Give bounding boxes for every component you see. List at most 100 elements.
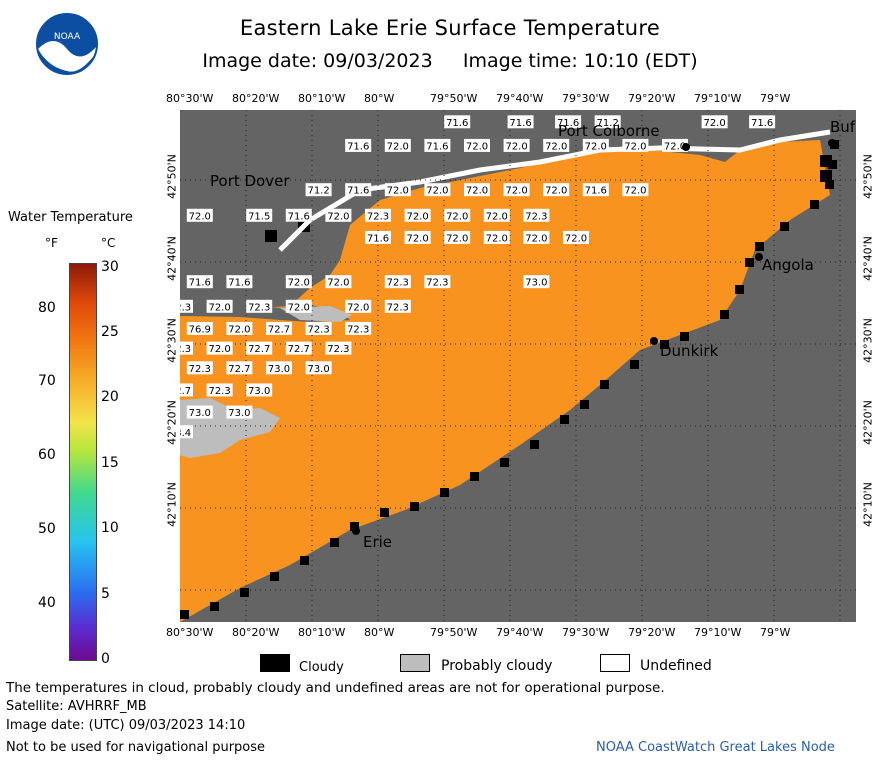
fahrenheit-tick: 70 bbox=[38, 373, 56, 389]
temperature-value: 72.3 bbox=[367, 211, 389, 222]
temperature-label: 72.3 bbox=[186, 361, 213, 375]
temperature-label: 72.0 bbox=[424, 183, 451, 197]
cloudy-pixel bbox=[680, 332, 689, 341]
temperature-label: 72.3 bbox=[305, 321, 332, 335]
cloudy-pixel bbox=[270, 572, 279, 581]
longitude-label: 79°40'W bbox=[496, 92, 544, 105]
temperature-label: 71.6 bbox=[749, 115, 776, 129]
temperature-value: 72.0 bbox=[327, 278, 349, 289]
temperature-label: 72.0 bbox=[483, 208, 510, 222]
erie-label: Erie bbox=[363, 533, 393, 551]
temperature-value: 72.0 bbox=[347, 302, 369, 313]
temperature-value: 72.0 bbox=[664, 141, 686, 152]
temperature-label: 71.2 bbox=[594, 115, 621, 129]
temperature-label: 71.6 bbox=[555, 115, 582, 129]
longitude-label: 79°40'W bbox=[496, 626, 544, 639]
cloudy-pixel bbox=[410, 502, 419, 511]
latitude-label: 42°50'N bbox=[165, 154, 179, 199]
temperature-value: 72.3 bbox=[248, 302, 270, 313]
temperature-label: 72.0 bbox=[206, 341, 233, 355]
cloudy-pixel bbox=[440, 488, 449, 497]
port-colborne-marker bbox=[682, 143, 690, 151]
temperature-label: 72.3 bbox=[325, 341, 352, 355]
cloudy-pixel bbox=[735, 285, 744, 294]
temperature-value: 72.3 bbox=[525, 211, 547, 222]
temperature-label: 72.0 bbox=[444, 208, 471, 222]
fahrenheit-tick: 60 bbox=[38, 447, 56, 463]
cloudy-pixel bbox=[240, 588, 249, 597]
temperature-label: 71.6 bbox=[186, 275, 213, 289]
temperature-value: 72.0 bbox=[288, 302, 310, 313]
temperature-label: 72.7 bbox=[226, 361, 253, 375]
cloudy-pixel bbox=[560, 415, 569, 424]
temperature-label: 72.0 bbox=[464, 183, 490, 197]
cloudy-pixel bbox=[210, 602, 219, 611]
cloudy-pixel bbox=[820, 155, 832, 167]
temperature-label: 71.6 bbox=[507, 115, 534, 129]
temperature-value: 72.0 bbox=[545, 186, 567, 197]
coastwatch-credit: NOAA CoastWatch Great Lakes Node bbox=[596, 740, 835, 755]
temperature-label: 72.0 bbox=[226, 321, 253, 335]
legend-unit-c: °C bbox=[101, 236, 116, 250]
latitude-label: 42°40'N bbox=[165, 236, 179, 281]
temperature-value: 72.0 bbox=[406, 211, 428, 222]
cloudy-pixel bbox=[745, 258, 754, 267]
longitude-label: 79°20'W bbox=[628, 626, 676, 639]
longitude-label: 80°W bbox=[364, 626, 395, 639]
temperature-value: 76.9 bbox=[189, 324, 211, 335]
cloudy-pixel bbox=[265, 230, 277, 242]
longitude-label: 79°50'W bbox=[430, 92, 478, 105]
temperature-label: 72.3 bbox=[167, 341, 193, 355]
longitude-label: 80°30'W bbox=[166, 626, 214, 639]
logo-text: NOAA bbox=[54, 32, 81, 42]
celsius-tick: 25 bbox=[101, 324, 119, 340]
temperature-label: 73.0 bbox=[523, 275, 550, 289]
fahrenheit-tick: 80 bbox=[38, 300, 56, 316]
temperature-value: 73.0 bbox=[307, 364, 329, 375]
temperature-value: 71.6 bbox=[509, 118, 531, 129]
cloudy-pixel bbox=[330, 538, 339, 547]
undefined-label: Undefined bbox=[640, 658, 712, 674]
temperature-label: 72.7 bbox=[266, 321, 292, 335]
celsius-tick: 0 bbox=[101, 651, 110, 667]
temperature-label: 72.0 bbox=[325, 275, 352, 289]
longitude-label: 79°10'W bbox=[694, 92, 742, 105]
temperature-label: 72.0 bbox=[404, 230, 431, 244]
longitude-label: 80°10'W bbox=[298, 626, 346, 639]
temperature-value: 73.0 bbox=[228, 408, 250, 419]
temperature-value: 72.0 bbox=[505, 141, 527, 152]
temperature-value: 72.3 bbox=[347, 324, 369, 335]
cloudy-pixel bbox=[470, 472, 479, 481]
longitude-label: 80°20'W bbox=[232, 92, 280, 105]
latitude-label: 42°10'N bbox=[861, 482, 875, 527]
temperature-label: 72.7 bbox=[285, 341, 312, 355]
temperature-value: 72.3 bbox=[327, 344, 349, 355]
longitude-label: 80°30'W bbox=[166, 92, 214, 105]
temperature-label: 72.0 bbox=[701, 115, 728, 129]
temperature-label: 73.0 bbox=[266, 361, 292, 375]
temperature-value: 71.6 bbox=[585, 186, 607, 197]
longitude-label: 80°10'W bbox=[298, 92, 346, 105]
temperature-value: 72.0 bbox=[505, 186, 527, 197]
temperature-value: 71.6 bbox=[557, 118, 579, 129]
temperature-label: 72.0 bbox=[523, 230, 550, 244]
dunkirk-label: Dunkirk bbox=[660, 342, 719, 360]
temperature-value: 73.0 bbox=[189, 408, 211, 419]
temperature-label: 72.3 bbox=[167, 299, 193, 313]
temperature-label: 73.0 bbox=[305, 361, 332, 375]
temperature-label: 72.0 bbox=[345, 299, 372, 313]
cloudy-pixel bbox=[500, 458, 509, 467]
celsius-tick: 5 bbox=[101, 586, 110, 602]
map-title: Eastern Lake Erie Surface Temperature bbox=[239, 16, 661, 40]
temperature-value: 72.3 bbox=[180, 302, 191, 313]
temperature-value: 72.3 bbox=[387, 302, 409, 313]
angola-label: Angola bbox=[762, 256, 814, 274]
cloudy-pixel bbox=[380, 508, 389, 517]
buffalo-label: Buf bbox=[830, 118, 856, 136]
temperature-label: 72.0 bbox=[582, 138, 609, 152]
temperature-label: 71.6 bbox=[365, 230, 391, 244]
temperature-label: 71.6 bbox=[444, 115, 471, 129]
longitude-label: 79°W bbox=[760, 92, 791, 105]
temperature-label: 76.9 bbox=[186, 321, 213, 335]
port-colborne-label: Port Colborne bbox=[558, 122, 660, 140]
